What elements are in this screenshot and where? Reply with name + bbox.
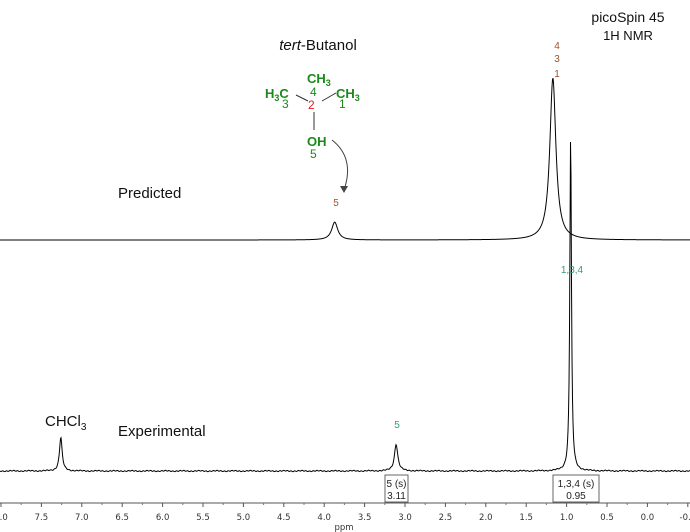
x-tick-label: 6.0 — [156, 513, 170, 523]
x-tick-label: 0.0 — [641, 513, 655, 523]
svg-text:5 (s): 5 (s) — [387, 479, 407, 490]
svg-text:3.11: 3.11 — [387, 491, 406, 502]
svg-text:0.95: 0.95 — [566, 491, 586, 502]
predicted-label: Predicted — [118, 185, 181, 202]
x-tick-label: 1.0 — [560, 513, 574, 523]
molecule-structure: CH3 H3C CH3 OH 4 3 2 1 5 — [265, 71, 360, 161]
experimental-peak-labels: 1,3,4 5 — [394, 265, 583, 431]
x-tick-label: 0.5 — [600, 513, 614, 523]
peak-label: 1 — [554, 69, 560, 80]
solvent-peak-label: CHCl3 — [45, 413, 87, 433]
predicted-spectrum-line — [0, 78, 690, 241]
x-tick-label: 1.5 — [519, 513, 533, 523]
chart-title: picoSpin 45 — [591, 9, 664, 25]
x-axis-label: ppm — [334, 523, 353, 532]
x-tick-label: 7.0 — [75, 513, 89, 523]
svg-text:2: 2 — [308, 98, 315, 112]
x-tick-label: -0.5 — [680, 513, 690, 523]
annotation-box: 1,3,4 (s) 0.95 — [552, 474, 600, 503]
predicted-peak-labels: 4 3 1 5 — [333, 41, 560, 209]
x-tick-label: 6.5 — [115, 513, 129, 523]
x-tick-label: 7.5 — [35, 513, 49, 523]
svg-text:CH3: CH3 — [307, 71, 331, 88]
x-axis-ticks: 8.0 7.5 7.0 6.5 6.0 5.5 5.0 4.5 4.0 3.5 3.0 2.5 2.0 1… — [0, 503, 690, 523]
svg-text:1,3,4 (s): 1,3,4 (s) — [558, 479, 595, 490]
x-tick-label: 3.0 — [398, 513, 412, 523]
peak-label: 5 — [394, 420, 400, 431]
svg-text:4: 4 — [310, 85, 317, 99]
x-tick-label: 4.5 — [277, 513, 291, 523]
spectra — [0, 78, 690, 473]
chart-subtitle: 1H NMR — [603, 28, 653, 43]
svg-text:1: 1 — [339, 97, 346, 111]
x-tick-label: 8.0 — [0, 513, 8, 523]
svg-text:3: 3 — [282, 97, 289, 111]
x-tick-label: 2.0 — [479, 513, 493, 523]
peak-label: 1,3,4 — [561, 265, 584, 276]
x-tick-label: 5.0 — [237, 513, 251, 523]
x-tick-label: 4.0 — [317, 513, 331, 523]
assignment-arrow — [331, 139, 348, 191]
annotation-box: 5 (s) 3.11 — [384, 474, 409, 503]
svg-text:OH: OH — [307, 134, 327, 149]
experimental-label: Experimental — [118, 423, 206, 440]
peak-label: 5 — [333, 198, 339, 209]
svg-text:5: 5 — [310, 147, 317, 161]
peak-label: 4 — [554, 41, 560, 52]
compound-name: tert-Butanol — [279, 37, 357, 54]
peak-label: 3 — [554, 54, 560, 65]
arrow-head-icon — [340, 186, 348, 193]
experimental-spectrum-line — [0, 141, 690, 473]
svg-text:H3C: H3C — [265, 86, 289, 103]
x-tick-label: 3.5 — [358, 513, 372, 523]
x-tick-label: 5.5 — [196, 513, 210, 523]
x-tick-label: 2.5 — [439, 513, 453, 523]
svg-text:CH3: CH3 — [336, 86, 360, 103]
